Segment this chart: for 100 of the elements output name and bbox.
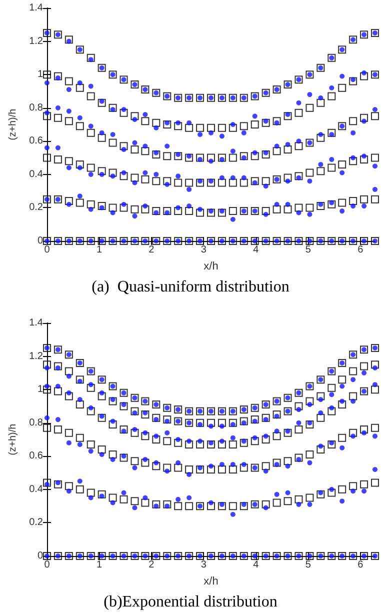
point — [250, 416, 259, 424]
point — [372, 466, 378, 472]
point — [250, 152, 259, 160]
point — [296, 100, 302, 106]
point — [241, 155, 246, 160]
point — [316, 134, 325, 142]
y-tick-label: 1.2 — [29, 350, 44, 362]
point — [98, 167, 106, 176]
point — [142, 170, 148, 176]
point — [130, 112, 139, 120]
point — [228, 440, 237, 448]
point — [44, 145, 50, 150]
point — [55, 417, 60, 422]
point — [218, 154, 226, 162]
point — [99, 130, 104, 136]
point — [250, 437, 259, 446]
point — [98, 392, 106, 400]
point — [66, 87, 72, 92]
point — [54, 387, 62, 396]
point — [262, 150, 270, 158]
point — [44, 365, 50, 370]
point — [219, 175, 224, 180]
x-axis-title: x/h — [204, 260, 218, 272]
point — [174, 464, 182, 472]
point — [294, 495, 303, 504]
point — [77, 80, 82, 86]
point — [142, 410, 148, 416]
point — [360, 426, 368, 434]
point — [350, 377, 356, 382]
point — [154, 504, 159, 509]
point — [371, 195, 379, 204]
point — [185, 465, 194, 474]
y-tick-label: 0.8 — [29, 102, 44, 114]
point — [284, 428, 292, 437]
point — [285, 112, 290, 118]
point — [176, 437, 181, 442]
point — [218, 440, 226, 448]
point — [110, 500, 116, 506]
x-axis-title: x/h — [204, 576, 218, 588]
point — [64, 157, 73, 166]
point — [174, 438, 182, 447]
point — [43, 360, 51, 369]
point — [208, 178, 214, 184]
point — [88, 382, 94, 388]
point — [142, 112, 148, 118]
y-tick-label: 0.2 — [29, 202, 44, 214]
point — [130, 428, 139, 437]
point — [176, 174, 181, 179]
point — [108, 204, 117, 212]
point — [54, 426, 62, 434]
point — [142, 144, 148, 149]
x-tick-label: 3 — [200, 244, 207, 256]
point — [186, 154, 192, 159]
point — [86, 200, 95, 208]
point — [164, 120, 170, 126]
point — [328, 488, 336, 497]
point — [110, 174, 116, 179]
point — [338, 84, 346, 92]
point — [328, 200, 336, 208]
point — [284, 205, 292, 214]
point — [349, 367, 358, 376]
point — [86, 128, 95, 137]
point — [272, 117, 281, 126]
point — [198, 465, 203, 470]
point — [262, 177, 270, 186]
point — [120, 402, 128, 410]
point — [186, 120, 192, 126]
point — [284, 497, 292, 506]
point — [88, 124, 94, 129]
point — [272, 458, 281, 467]
point — [208, 208, 214, 214]
point — [329, 156, 334, 162]
x-tick-label: 5 — [305, 560, 312, 570]
point — [349, 77, 358, 86]
point — [76, 160, 84, 168]
point — [86, 54, 95, 62]
point — [121, 107, 126, 112]
point — [296, 407, 302, 412]
point — [130, 145, 139, 154]
point — [121, 146, 126, 152]
point — [306, 494, 314, 502]
point — [163, 177, 172, 186]
point — [340, 74, 345, 79]
point — [328, 92, 336, 100]
point — [141, 147, 150, 156]
point — [121, 402, 126, 408]
point — [240, 122, 248, 130]
point — [185, 502, 194, 510]
point — [340, 208, 345, 214]
point — [154, 434, 159, 439]
y-tick-label: 0 — [37, 550, 44, 562]
point — [228, 154, 237, 162]
point — [241, 420, 246, 426]
point — [274, 414, 280, 419]
point — [372, 107, 378, 112]
point — [240, 438, 248, 447]
point — [228, 502, 237, 510]
point — [207, 418, 215, 427]
point — [196, 178, 204, 187]
point — [285, 428, 290, 434]
